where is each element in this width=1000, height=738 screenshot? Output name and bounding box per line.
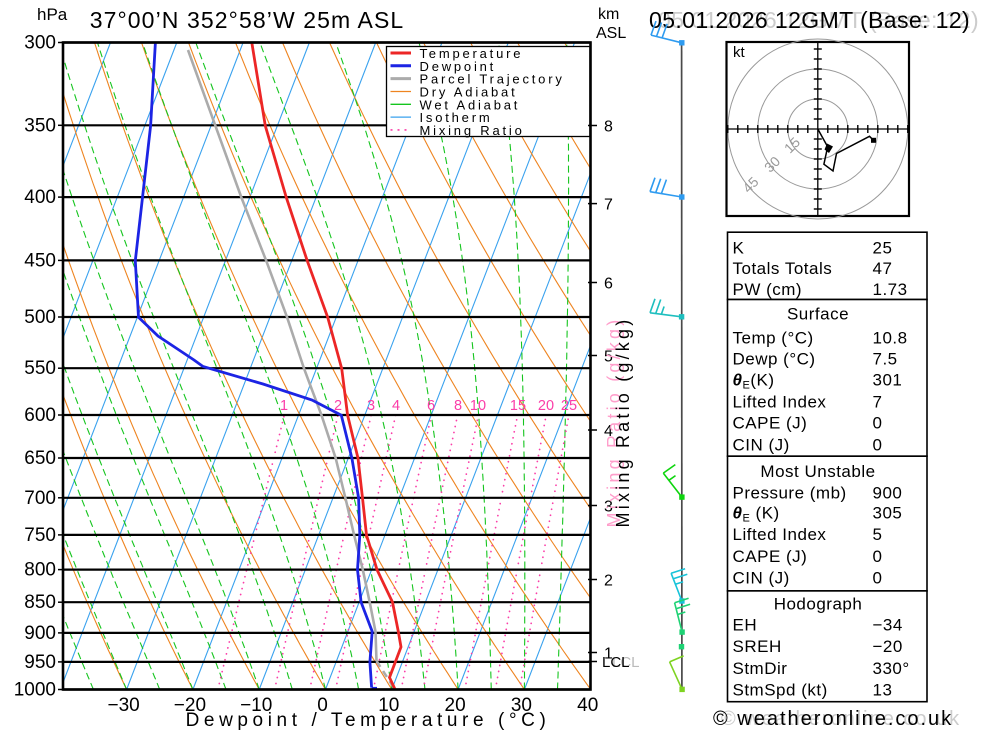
svg-text:LCL: LCL (602, 654, 630, 671)
svg-text:CIN (J): CIN (J) (733, 436, 790, 455)
svg-text:0: 0 (873, 568, 883, 587)
svg-text:StmSpd (kt): StmSpd (kt) (733, 680, 828, 699)
svg-text:Most Unstable: Most Unstable (760, 462, 875, 481)
svg-text:Dewp (°C): Dewp (°C) (733, 349, 816, 368)
svg-text:−34: −34 (873, 616, 903, 635)
svg-text:kt: kt (733, 44, 746, 61)
svg-text:600: 600 (24, 405, 56, 426)
svg-text:350: 350 (24, 115, 56, 136)
svg-text:Surface: Surface (787, 305, 849, 324)
svg-text:Totals Totals: Totals Totals (733, 259, 833, 278)
svg-text:650: 650 (24, 448, 56, 469)
svg-text:7.5: 7.5 (873, 349, 898, 368)
svg-text:CAPE (J): CAPE (J) (733, 547, 808, 566)
svg-text:47: 47 (873, 259, 893, 278)
svg-text:0: 0 (873, 436, 883, 455)
svg-text:05.01.2026 12GMT (Base: 12): 05.01.2026 12GMT (Base: 12) (649, 7, 970, 33)
svg-text:Pressure (mb): Pressure (mb) (733, 484, 847, 503)
svg-text:StmDir: StmDir (733, 659, 788, 678)
svg-text:10: 10 (470, 398, 486, 414)
svg-text:hPa: hPa (37, 5, 68, 24)
svg-text:0: 0 (873, 414, 883, 433)
svg-text:450: 450 (24, 250, 56, 271)
svg-text:400: 400 (24, 187, 56, 208)
svg-text:−20: −20 (873, 637, 903, 656)
svg-text:1.73: 1.73 (873, 280, 908, 299)
svg-text:Lifted Index: Lifted Index (733, 525, 827, 544)
svg-text:800: 800 (24, 560, 56, 581)
svg-text:37°00’N 352°58’W 25m ASL: 37°00’N 352°58’W 25m ASL (90, 7, 405, 33)
svg-text:305: 305 (873, 504, 903, 523)
svg-text:750: 750 (24, 525, 56, 546)
svg-text:550: 550 (24, 358, 56, 379)
svg-text:km: km (598, 6, 619, 23)
svg-text:ASL: ASL (596, 25, 626, 42)
svg-text:25: 25 (561, 398, 577, 414)
svg-text:900: 900 (24, 623, 56, 644)
svg-text:Lifted Index: Lifted Index (733, 393, 827, 412)
svg-text:700: 700 (24, 488, 56, 509)
svg-text:θE (K): θE (K) (733, 504, 780, 525)
svg-text:−30: −30 (107, 695, 139, 716)
svg-text:5: 5 (873, 525, 883, 544)
svg-text:950: 950 (24, 652, 56, 673)
svg-text:300: 300 (24, 33, 56, 54)
svg-text:4: 4 (392, 398, 400, 414)
svg-text:20: 20 (538, 398, 554, 414)
svg-text:10.8: 10.8 (873, 328, 908, 347)
svg-text:1000: 1000 (14, 680, 56, 701)
svg-text:7: 7 (873, 393, 883, 412)
svg-text:8: 8 (454, 398, 462, 414)
svg-text:2: 2 (604, 573, 613, 590)
svg-text:Hodograph: Hodograph (774, 595, 863, 614)
svg-text:© weatheronline.co.uk: © weatheronline.co.uk (713, 708, 953, 730)
svg-text:500: 500 (24, 307, 56, 328)
svg-text:13: 13 (873, 680, 893, 699)
svg-text:Mixing Ratio: Mixing Ratio (420, 123, 525, 138)
svg-text:850: 850 (24, 592, 56, 613)
svg-text:25: 25 (873, 239, 893, 258)
svg-text:EH: EH (733, 616, 758, 635)
svg-text:CAPE (J): CAPE (J) (733, 414, 808, 433)
svg-text:900: 900 (873, 484, 903, 503)
svg-text:CIN (J): CIN (J) (733, 568, 790, 587)
svg-text:PW (cm): PW (cm) (733, 280, 803, 299)
svg-text:40: 40 (577, 695, 598, 716)
svg-text:Mixing Ratio (g/kg): Mixing Ratio (g/kg) (613, 317, 633, 528)
svg-text:6: 6 (604, 276, 613, 293)
svg-text:SREH: SREH (733, 637, 782, 656)
svg-text:8: 8 (604, 119, 613, 136)
svg-text:θE(K): θE(K) (733, 370, 775, 391)
svg-text:Temp (°C): Temp (°C) (733, 328, 814, 347)
svg-text:330°: 330° (873, 659, 910, 678)
svg-text:3: 3 (367, 398, 375, 414)
svg-text:6: 6 (427, 398, 435, 414)
svg-text:0: 0 (873, 547, 883, 566)
svg-text:1: 1 (280, 398, 288, 414)
svg-text:301: 301 (873, 370, 903, 389)
svg-text:K: K (733, 239, 745, 258)
svg-text:Dewpoint / Temperature (°C): Dewpoint / Temperature (°C) (186, 710, 551, 731)
svg-text:7: 7 (604, 197, 613, 214)
svg-text:15: 15 (510, 398, 526, 414)
